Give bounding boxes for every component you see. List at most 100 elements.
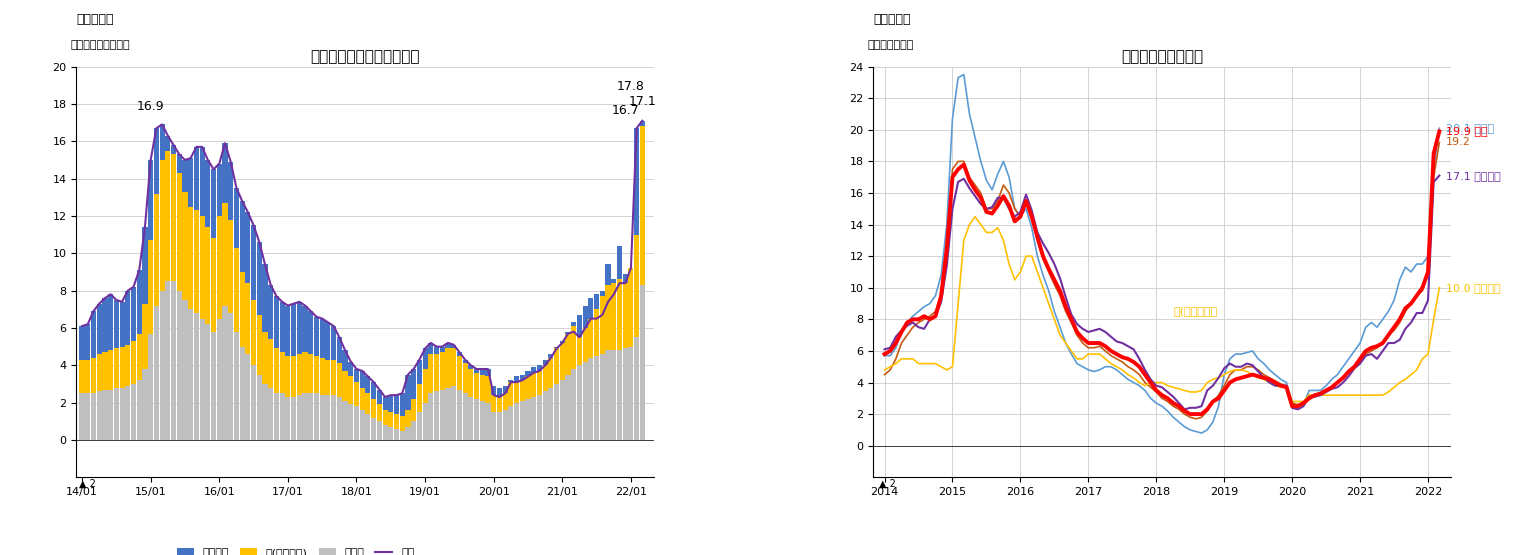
Bar — [600, 291, 605, 354]
Bar — [342, 401, 348, 440]
Bar — [571, 369, 576, 440]
Bar — [217, 216, 221, 319]
Bar — [571, 322, 576, 369]
Bar — [515, 376, 519, 382]
Bar — [228, 162, 234, 220]
Bar — [628, 268, 634, 347]
Bar — [463, 360, 467, 364]
Bar — [194, 313, 199, 440]
Bar — [594, 294, 599, 309]
Bar — [79, 360, 84, 393]
Bar — [611, 283, 617, 350]
Bar — [565, 375, 571, 440]
Bar — [508, 380, 513, 382]
Bar — [571, 322, 576, 326]
Bar — [405, 375, 411, 410]
Bar — [263, 384, 267, 440]
Bar — [588, 298, 594, 358]
Bar — [538, 365, 542, 371]
Bar — [640, 285, 644, 440]
Bar — [400, 431, 405, 440]
Bar — [119, 347, 125, 388]
Bar — [542, 360, 548, 365]
Bar — [382, 410, 388, 425]
Bar — [325, 360, 330, 395]
Bar — [223, 306, 228, 440]
Bar — [583, 361, 588, 440]
Bar — [463, 393, 467, 440]
Bar — [640, 121, 644, 127]
Bar — [319, 395, 325, 440]
Bar — [634, 337, 640, 440]
Bar — [269, 339, 273, 388]
Bar — [108, 390, 113, 440]
Bar — [292, 356, 296, 397]
Bar — [273, 393, 279, 440]
Bar — [228, 220, 234, 313]
Bar — [496, 412, 502, 440]
Bar — [554, 384, 559, 440]
Bar — [606, 265, 611, 285]
Bar — [394, 429, 399, 440]
Bar — [519, 375, 525, 380]
Bar — [131, 341, 136, 384]
Bar — [325, 322, 330, 360]
Bar — [108, 294, 113, 350]
Text: 10.0 サービス: 10.0 サービス — [1446, 282, 1501, 292]
Text: 17.1 総合指数: 17.1 総合指数 — [1446, 170, 1501, 180]
Bar — [269, 285, 273, 339]
Bar — [502, 386, 507, 393]
Bar — [400, 416, 405, 431]
Text: ▲ 2: ▲ 2 — [79, 479, 96, 489]
Bar — [496, 388, 502, 412]
Bar — [382, 425, 388, 440]
Bar — [469, 365, 473, 369]
Bar — [240, 347, 244, 440]
Bar — [194, 147, 199, 210]
Bar — [331, 360, 336, 395]
Bar — [583, 306, 588, 328]
Bar — [142, 227, 148, 304]
Bar — [200, 319, 205, 440]
Bar — [257, 242, 261, 315]
Bar — [188, 206, 194, 309]
Text: 17.1: 17.1 — [629, 95, 657, 108]
Bar — [479, 401, 486, 440]
Bar — [634, 128, 640, 235]
Bar — [428, 354, 434, 393]
Bar — [154, 306, 159, 440]
Bar — [588, 298, 594, 319]
Bar — [423, 369, 428, 402]
Bar — [611, 279, 617, 283]
Bar — [388, 427, 394, 440]
Bar — [319, 319, 325, 358]
Bar — [515, 402, 519, 440]
Bar — [588, 358, 594, 440]
Text: ▲ 2: ▲ 2 — [880, 479, 896, 489]
Bar — [365, 393, 371, 414]
Bar — [177, 154, 182, 173]
Bar — [337, 337, 342, 364]
Bar — [296, 302, 302, 354]
Bar — [623, 274, 628, 349]
Bar — [234, 248, 240, 332]
Bar — [382, 397, 388, 410]
Bar — [234, 332, 240, 440]
Bar — [250, 225, 257, 300]
Bar — [554, 347, 559, 384]
Bar — [148, 160, 153, 240]
Bar — [136, 334, 142, 380]
Bar — [240, 272, 244, 347]
Text: （前年比、％）: （前年比、％） — [867, 40, 913, 50]
Bar — [405, 427, 411, 440]
Bar — [377, 405, 382, 421]
Bar — [565, 332, 571, 334]
Bar — [469, 397, 473, 440]
Bar — [337, 397, 342, 440]
Bar — [565, 332, 571, 375]
Bar — [560, 380, 565, 440]
Bar — [171, 145, 176, 154]
Bar — [423, 349, 428, 369]
Bar — [492, 412, 496, 440]
Text: （図表１）: （図表１） — [76, 13, 115, 26]
